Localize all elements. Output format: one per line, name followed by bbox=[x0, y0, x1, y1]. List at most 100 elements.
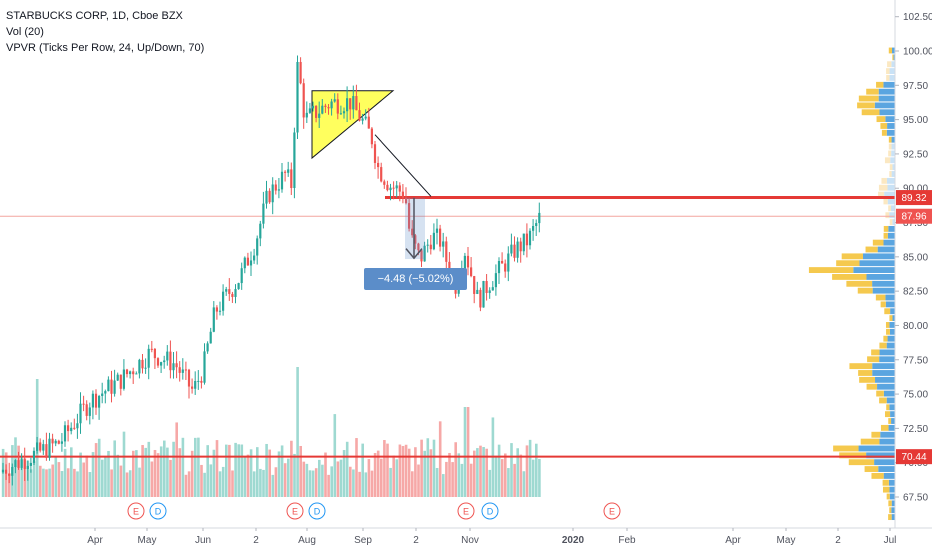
date-tick-label: Aug bbox=[298, 535, 316, 546]
candle-body bbox=[23, 459, 26, 469]
vpvr-up-bar bbox=[878, 95, 895, 102]
price-badge-resistance-label: 89.32 bbox=[901, 193, 926, 204]
volume-bar bbox=[469, 463, 473, 497]
candle-body bbox=[296, 61, 299, 133]
volume-bar bbox=[262, 469, 265, 497]
candle-body bbox=[321, 105, 324, 114]
vpvr-up-bar bbox=[858, 445, 895, 452]
candle-body bbox=[194, 380, 197, 389]
vpvr-down-bar bbox=[871, 431, 881, 438]
volume-bar bbox=[166, 447, 169, 497]
earnings-event-marker[interactable] bbox=[286, 502, 304, 520]
volume-bar bbox=[308, 470, 312, 497]
candle-body bbox=[209, 331, 212, 344]
price-badge-resistance[interactable] bbox=[896, 190, 932, 206]
volume-bar bbox=[398, 444, 402, 497]
volume-bar bbox=[500, 459, 504, 497]
dividend-event-label: D bbox=[487, 507, 494, 517]
candle-body bbox=[370, 128, 373, 145]
candle-body bbox=[259, 223, 262, 239]
price-tick-label: 102.50 bbox=[903, 12, 932, 23]
vpvr-up-bar bbox=[883, 239, 895, 246]
candle-body bbox=[311, 105, 315, 109]
volume-bar bbox=[485, 448, 488, 497]
vpvr-down-bar bbox=[876, 81, 884, 88]
price-tick-label: 95.00 bbox=[903, 115, 928, 126]
volume-bar bbox=[79, 452, 82, 497]
volume-bar bbox=[88, 472, 92, 497]
candle-body bbox=[485, 281, 488, 293]
volume-bar bbox=[184, 474, 188, 497]
earnings-event-label: E bbox=[133, 507, 139, 517]
volume-bar bbox=[386, 443, 389, 497]
volume-bar bbox=[525, 445, 529, 497]
volume-bar bbox=[194, 437, 197, 497]
earnings-event-marker[interactable] bbox=[127, 502, 145, 520]
dividend-event-marker[interactable] bbox=[308, 502, 326, 520]
legend-volume[interactable]: Vol (20) bbox=[6, 26, 44, 38]
volume-bar bbox=[321, 464, 324, 497]
vpvr-down-bar bbox=[883, 335, 888, 342]
vpvr-up-bar bbox=[887, 198, 895, 205]
volume-bar bbox=[29, 469, 33, 497]
candle-body bbox=[482, 281, 485, 308]
chart-legend: STARBUCKS CORP, 1D, Cboe BZX Vol (20) VP… bbox=[6, 8, 204, 56]
dividend-event-label: D bbox=[314, 507, 321, 517]
earnings-event-marker[interactable] bbox=[603, 502, 621, 520]
volume-bar bbox=[448, 452, 451, 497]
price-badge-support[interactable] bbox=[896, 449, 932, 465]
vpvr-down-bar bbox=[884, 411, 891, 418]
downtrend-line[interactable] bbox=[374, 134, 432, 197]
volume-bar bbox=[104, 455, 107, 497]
price-badge-current[interactable] bbox=[896, 208, 932, 224]
candle-body bbox=[45, 444, 48, 458]
vpvr-up-bar bbox=[877, 383, 895, 390]
vpvr-up-bar bbox=[866, 452, 895, 459]
vpvr-down-bar bbox=[864, 466, 879, 472]
candle-body bbox=[91, 393, 94, 408]
vpvr-down-bar bbox=[857, 102, 875, 109]
candle-body bbox=[32, 450, 36, 463]
volume-bar bbox=[197, 437, 200, 497]
vpvr-up-bar bbox=[891, 507, 895, 514]
candle-body bbox=[160, 362, 163, 366]
candle-body bbox=[48, 438, 51, 458]
candle-body bbox=[79, 403, 82, 424]
candle-body bbox=[373, 144, 377, 163]
volume-bar bbox=[336, 461, 340, 497]
volume-bar bbox=[259, 468, 262, 497]
vpvr-down-bar bbox=[876, 116, 886, 123]
volume-bar bbox=[268, 449, 271, 497]
candle-body bbox=[516, 241, 519, 258]
volume-bar bbox=[249, 449, 253, 497]
vpvr-up-bar bbox=[886, 129, 895, 136]
vpvr-up-bar bbox=[889, 322, 895, 328]
volume-bar bbox=[221, 466, 225, 497]
earnings-event-marker[interactable] bbox=[457, 502, 475, 520]
vpvr-up-bar bbox=[891, 61, 895, 68]
vpvr-down-bar bbox=[888, 150, 892, 157]
candle-body bbox=[476, 289, 479, 294]
dividend-event-marker[interactable] bbox=[149, 502, 167, 520]
volume-bar bbox=[57, 462, 61, 497]
volume-bar bbox=[407, 448, 411, 497]
candle-body bbox=[104, 391, 107, 394]
candle-body bbox=[17, 460, 20, 468]
volume-bar bbox=[404, 444, 408, 497]
vpvr-down-bar bbox=[882, 479, 889, 486]
vpvr-down-bar bbox=[860, 438, 880, 445]
legend-vpvr[interactable]: VPVR (Ticks Per Row, 24, Up/Down, 70) bbox=[6, 42, 205, 54]
candle-body bbox=[432, 232, 435, 250]
dividend-event-marker[interactable] bbox=[481, 502, 499, 520]
legend-symbol[interactable]: STARBUCKS CORP, 1D, Cboe BZX bbox=[6, 10, 183, 22]
volume-bar bbox=[432, 439, 436, 497]
vpvr-down-bar bbox=[889, 219, 893, 225]
volume-bar bbox=[252, 471, 256, 497]
date-tick-label: 2 bbox=[835, 535, 841, 546]
candle-body bbox=[144, 367, 147, 369]
candle-body bbox=[110, 379, 113, 394]
candle-body bbox=[153, 348, 156, 359]
vpvr-down-bar bbox=[886, 328, 890, 335]
candle-body bbox=[435, 228, 439, 233]
